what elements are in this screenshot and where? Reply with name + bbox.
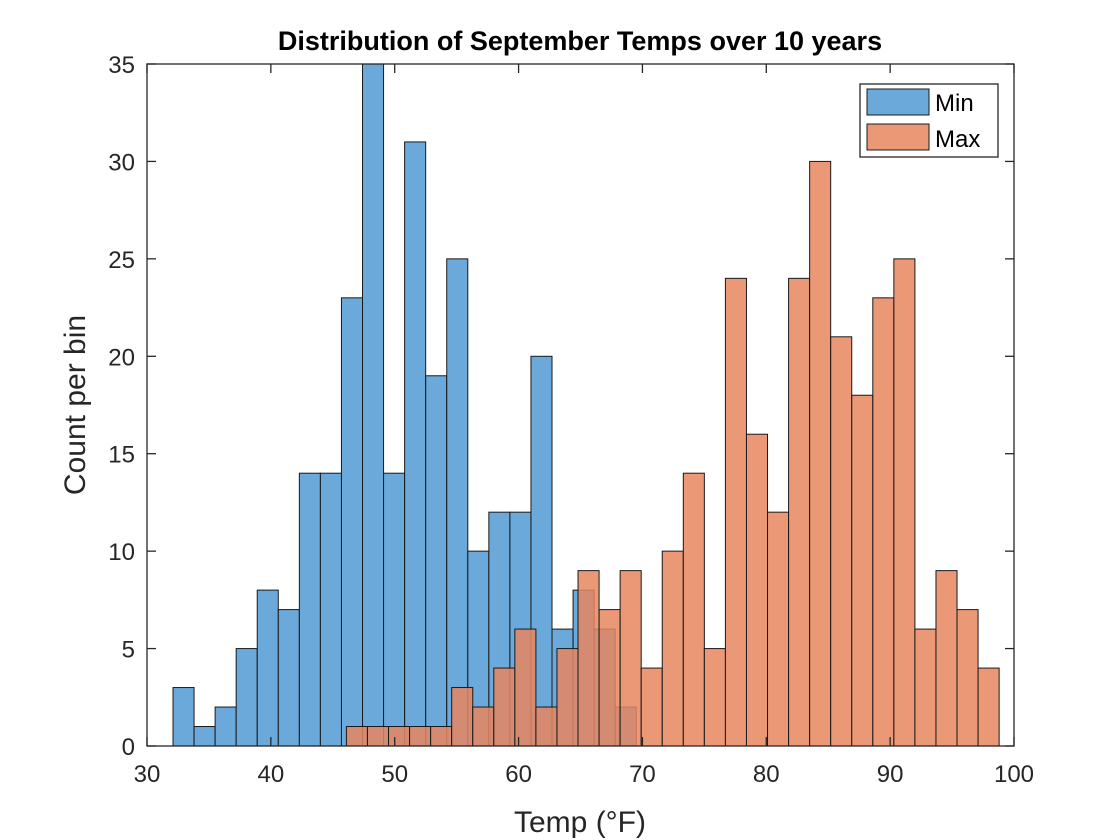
bar-max-20 (767, 511, 790, 747)
bar-max-23 (830, 336, 853, 747)
bar-max-4 (430, 726, 453, 747)
bar-max-11 (577, 570, 600, 747)
x-tick-label-90: 90 (877, 761, 904, 788)
plot-area-frame (146, 63, 1015, 747)
bar-max-26 (893, 258, 916, 747)
y-tick-label-30: 30 (108, 149, 135, 176)
bar-max-3 (409, 726, 432, 747)
y-tick-label-20: 20 (108, 344, 135, 371)
y-axis-label: Count per bin (59, 315, 92, 495)
bar-min-4 (256, 589, 279, 747)
bar-min-7 (319, 472, 342, 747)
legend-swatch-min (866, 88, 930, 116)
bar-min-10 (383, 472, 406, 747)
bar-max-10 (556, 648, 579, 747)
bar-min-2 (214, 706, 237, 747)
bar-min-5 (277, 609, 300, 747)
bar-max-30 (977, 667, 1000, 747)
axes-layer (146, 63, 1015, 747)
x-tick-label-70: 70 (629, 761, 656, 788)
bar-min-13 (446, 258, 469, 747)
bar-max-16 (682, 472, 705, 747)
bar-max-0 (345, 726, 368, 747)
bar-max-2 (388, 726, 411, 747)
x-tick-label-100: 100 (994, 761, 1034, 788)
y-tick-label-0: 0 (122, 734, 135, 761)
legend: Min Max (859, 83, 999, 158)
legend-swatch-max (866, 123, 930, 151)
bar-min-9 (362, 63, 385, 747)
bar-min-12 (425, 375, 448, 747)
chart-title: Distribution of September Temps over 10 … (278, 26, 882, 56)
bar-min-8 (340, 297, 364, 747)
y-tick-label-35: 35 (108, 52, 135, 79)
bar-max-1 (366, 726, 390, 747)
y-tick-label-25: 25 (108, 247, 135, 274)
y-tick-label-5: 5 (122, 637, 135, 664)
bar-min-0 (172, 687, 195, 747)
bar-max-17 (703, 648, 726, 747)
bar-max-13 (619, 570, 642, 747)
legend-label-max: Max (935, 126, 980, 153)
bar-max-12 (598, 609, 621, 747)
x-tick-label-50: 50 (381, 761, 408, 788)
bar-max-8 (514, 628, 537, 747)
bar-max-28 (935, 570, 958, 747)
bar-min-1 (193, 726, 216, 747)
legend-label-min: Min (935, 90, 974, 117)
x-tick-label-30: 30 (134, 761, 161, 788)
bar-max-27 (914, 628, 937, 747)
bar-max-24 (851, 394, 874, 747)
ticks-layer: 30 40 50 60 70 80 90 100 0 5 10 15 20 25 30 35 (108, 52, 1034, 788)
bar-min-11 (404, 141, 427, 747)
bar-max-21 (788, 277, 811, 747)
bar-max-5 (451, 687, 474, 747)
y-tick-label-15: 15 (108, 442, 135, 469)
bar-max-25 (872, 297, 895, 747)
bar-max-18 (724, 277, 747, 747)
bar-min-3 (235, 648, 258, 747)
x-axis-label: Temp (°F) (514, 806, 646, 839)
bar-min-6 (298, 472, 321, 747)
x-tick-label-40: 40 (258, 761, 285, 788)
bar-max-19 (745, 433, 769, 747)
bar-max-7 (493, 667, 516, 747)
bar-max-15 (661, 550, 684, 747)
bar-max-29 (956, 609, 979, 747)
bar-max-6 (472, 706, 495, 747)
bar-max-14 (640, 667, 663, 747)
bar-max-9 (535, 706, 558, 747)
y-tick-label-10: 10 (108, 539, 135, 566)
x-tick-label-60: 60 (505, 761, 532, 788)
x-tick-label-80: 80 (753, 761, 780, 788)
bar-max-22 (809, 160, 832, 747)
